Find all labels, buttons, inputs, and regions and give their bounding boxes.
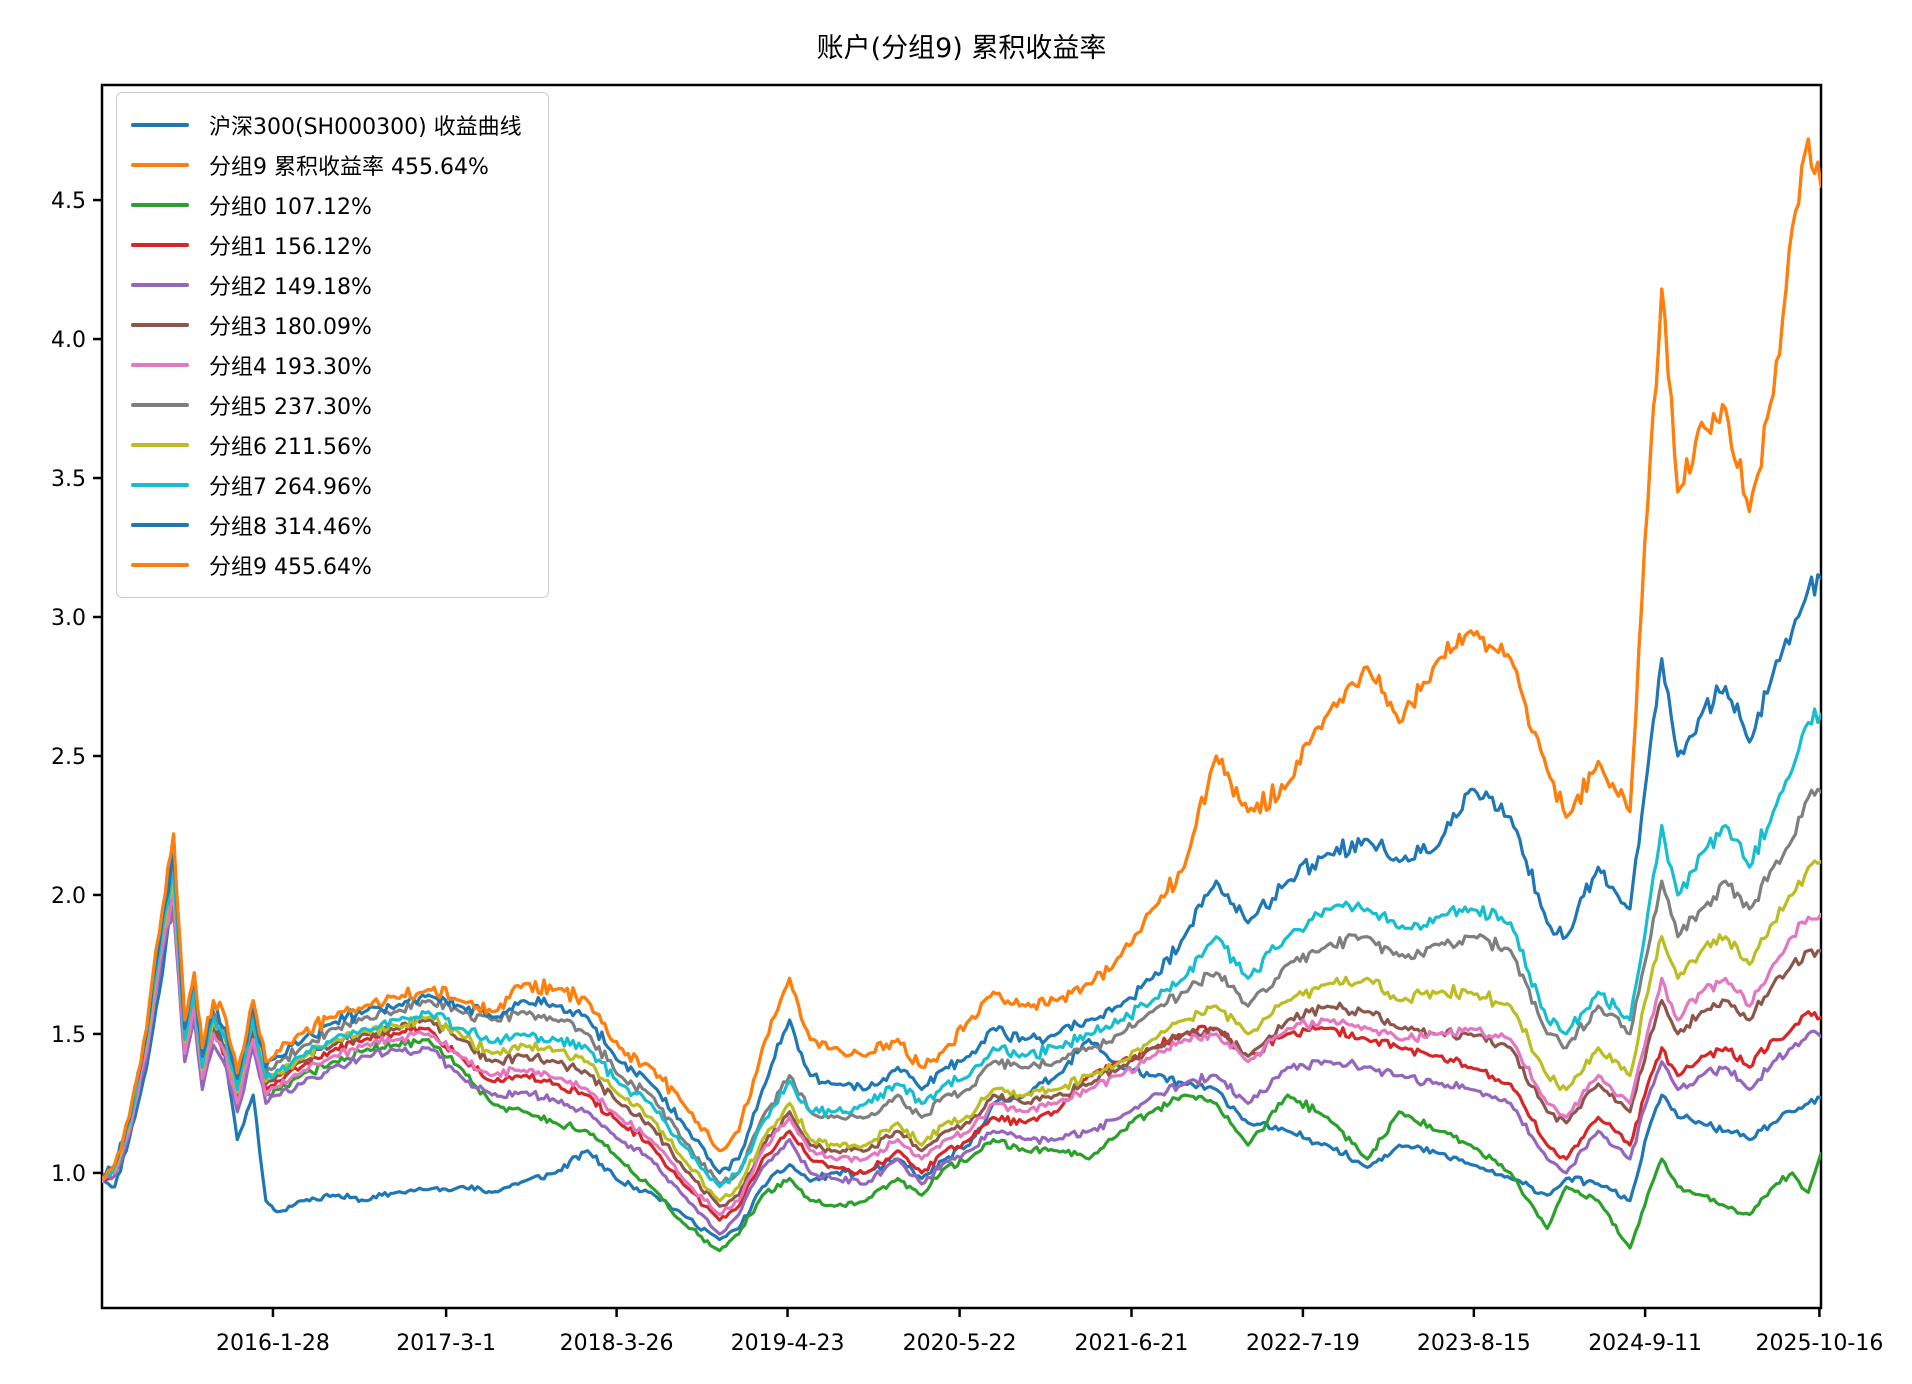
- series-line-g4: [102, 893, 1821, 1217]
- y-tick-label: 1.0: [51, 1162, 86, 1187]
- series-line-hs300: [102, 887, 1821, 1242]
- legend-item-g2: 分组2 149.18%: [131, 265, 522, 305]
- chart-title: 账户(分组9) 累积收益率: [816, 33, 1107, 64]
- y-tick-label: 1.5: [51, 1023, 86, 1048]
- series-line-g5: [102, 787, 1821, 1186]
- y-tick-label: 4.5: [51, 189, 86, 214]
- legend-swatch-g3: [131, 323, 189, 327]
- legend-item-g1: 分组1 156.12%: [131, 225, 522, 265]
- x-tick-label: 2016-1-28: [216, 1331, 330, 1356]
- x-tick-label: 2022-7-19: [1246, 1331, 1360, 1356]
- legend-swatch-g8: [131, 523, 189, 527]
- legend-label: 分组3 180.09%: [209, 315, 372, 340]
- x-tick-label: 2018-3-26: [560, 1331, 674, 1356]
- legend-swatch-g6: [131, 443, 189, 447]
- legend-swatch-hs300: [131, 123, 189, 127]
- legend-label: 沪深300(SH000300) 收益曲线: [209, 115, 522, 140]
- legend-item-g3: 分组3 180.09%: [131, 305, 522, 345]
- x-tick-label: 2021-6-21: [1075, 1331, 1189, 1356]
- legend-item-g8: 分组8 314.46%: [131, 505, 522, 545]
- legend-swatch-account: [131, 163, 189, 167]
- legend-item-hs300: 沪深300(SH000300) 收益曲线: [131, 105, 522, 145]
- x-tick-label: 2019-4-23: [731, 1331, 845, 1356]
- x-tick-label: 2017-3-1: [396, 1331, 496, 1356]
- series-line-g2: [102, 907, 1821, 1236]
- y-tick-label: 2.5: [51, 745, 86, 770]
- legend-label: 分组0 107.12%: [209, 195, 372, 220]
- series-line-g7: [102, 707, 1821, 1189]
- y-tick-label: 4.0: [51, 328, 86, 353]
- legend-label: 分组9 累积收益率 455.64%: [209, 155, 489, 180]
- legend-item-g7: 分组7 264.96%: [131, 465, 522, 505]
- x-tick-label: 2023-8-15: [1417, 1331, 1531, 1356]
- x-tick-label: 2024-9-11: [1588, 1331, 1702, 1356]
- legend-label: 分组7 264.96%: [209, 475, 372, 500]
- series-line-g8: [102, 573, 1821, 1181]
- legend-swatch-g4: [131, 363, 189, 367]
- legend-swatch-g5: [131, 403, 189, 407]
- legend-label: 分组9 455.64%: [209, 555, 372, 580]
- legend-label: 分组1 156.12%: [209, 235, 372, 260]
- x-tick-label: 2020-5-22: [903, 1331, 1017, 1356]
- legend-box: 沪深300(SH000300) 收益曲线 分组9 累积收益率 455.64% 分组0…: [116, 92, 549, 598]
- legend-item-g4: 分组4 193.30%: [131, 345, 522, 385]
- legend-label: 分组6 211.56%: [209, 435, 372, 460]
- series-line-g0: [102, 879, 1821, 1253]
- legend-label: 分组5 237.30%: [209, 395, 372, 420]
- legend-item-account: 分组9 累积收益率 455.64%: [131, 145, 522, 185]
- legend-item-g6: 分组6 211.56%: [131, 425, 522, 465]
- series-line-g6: [102, 859, 1821, 1203]
- legend-swatch-g2: [131, 283, 189, 287]
- legend-item-g9: 分组9 455.64%: [131, 545, 522, 585]
- legend-label: 分组4 193.30%: [209, 355, 372, 380]
- legend-label: 分组2 149.18%: [209, 275, 372, 300]
- legend-label: 分组8 314.46%: [209, 515, 372, 540]
- series-line-g3: [102, 887, 1821, 1208]
- legend-item-g5: 分组5 237.30%: [131, 385, 522, 425]
- axes-spines: [100, 83, 1823, 1310]
- y-tick-label: 3.5: [51, 467, 86, 492]
- y-tick-label: 3.0: [51, 606, 86, 631]
- x-tick-label: 2025-10-16: [1755, 1331, 1883, 1356]
- legend-swatch-g9: [131, 563, 189, 567]
- series-line-g9: [102, 137, 1821, 1181]
- y-tick-label: 2.0: [51, 884, 86, 909]
- legend-swatch-g7: [131, 483, 189, 487]
- legend-swatch-g0: [131, 203, 189, 207]
- legend-item-g0: 分组0 107.12%: [131, 185, 522, 225]
- legend-swatch-g1: [131, 243, 189, 247]
